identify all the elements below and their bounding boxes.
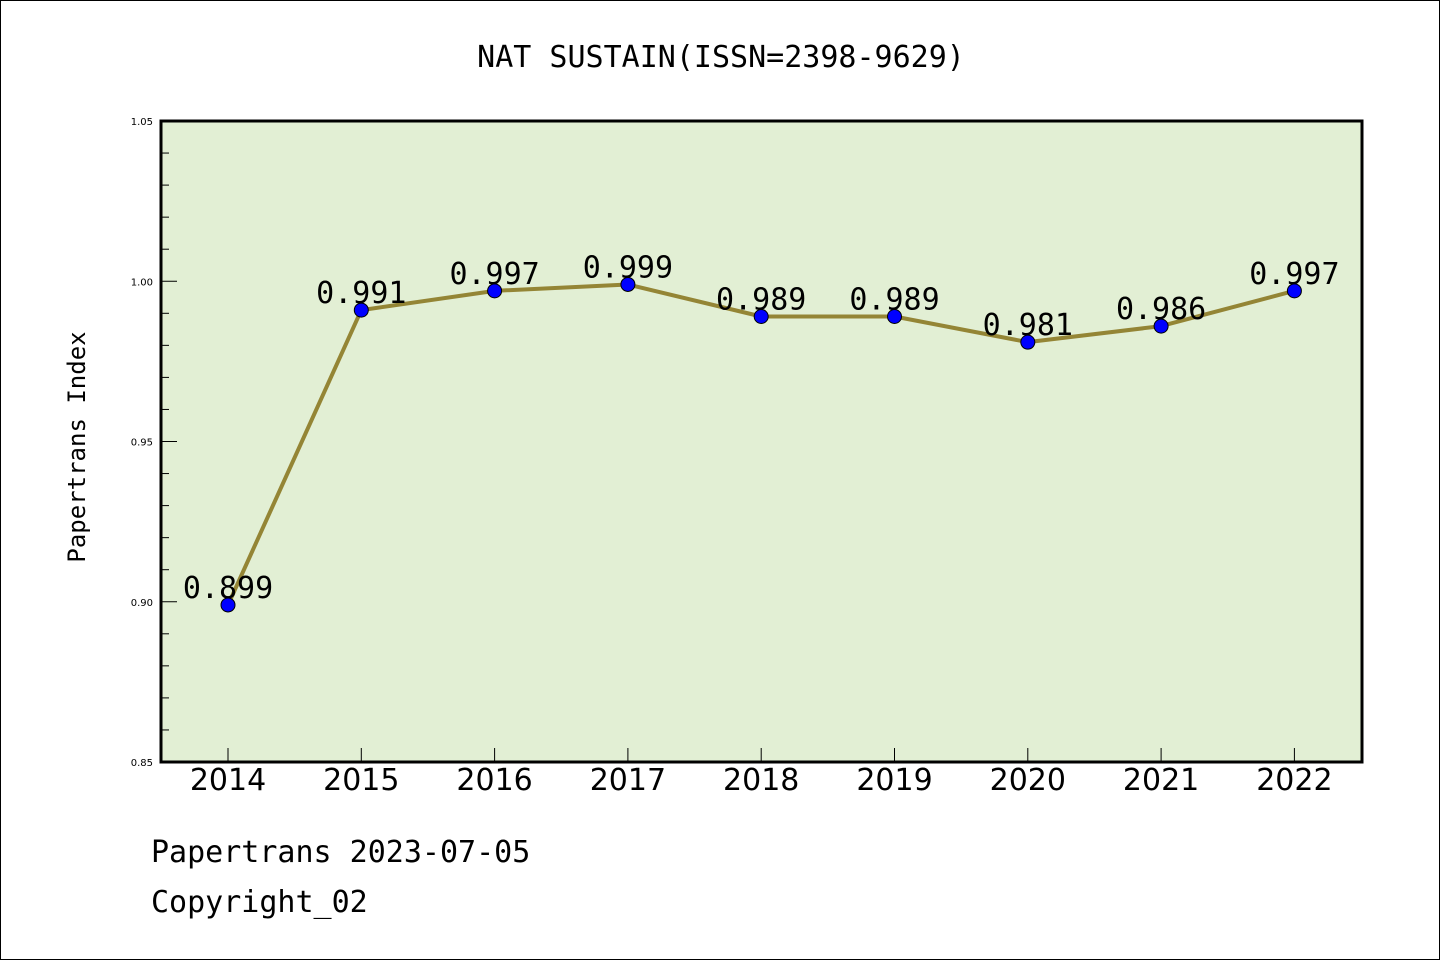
data-labels: 0.899 0.991 0.997 0.999 0.989 0.989 0.981 0.986… <box>183 250 1340 606</box>
data-label: 0.981 <box>983 308 1073 343</box>
data-label: 0.899 <box>183 571 273 606</box>
data-label: 0.991 <box>316 276 406 311</box>
x-tick-label: 2015 <box>323 763 399 798</box>
data-label: 0.986 <box>1116 292 1206 327</box>
chart-title: NAT SUSTAIN(ISSN=2398-9629) <box>477 40 965 75</box>
data-point <box>1020 334 1036 350</box>
y-tick-label: 0.85 <box>131 758 153 769</box>
y-axis-label: Papertrans Index <box>63 331 91 562</box>
data-label: 0.999 <box>583 250 673 285</box>
y-tick-label: 1.00 <box>131 277 153 288</box>
x-tick-label: 2022 <box>1256 763 1332 798</box>
plot-area <box>159 119 1364 764</box>
y-tick-label: 0.90 <box>131 598 153 609</box>
data-label: 0.989 <box>849 283 939 318</box>
data-point <box>487 283 503 299</box>
data-label: 0.989 <box>716 283 806 318</box>
data-point <box>620 276 636 292</box>
y-minor-ticks <box>161 152 169 731</box>
x-tick-label: 2019 <box>856 763 932 798</box>
x-tick-label: 2021 <box>1123 763 1199 798</box>
footer-date: Papertrans 2023-07-05 <box>151 835 531 870</box>
x-tick-label: 2016 <box>456 763 532 798</box>
y-axis-ticks: 0.85 0.90 0.95 1.00 1.05 <box>131 117 177 769</box>
data-label: 0.997 <box>1249 257 1339 292</box>
data-point <box>1286 283 1302 299</box>
data-point <box>220 597 236 613</box>
x-axis-ticks: 2014 2015 2016 2017 2018 2019 2020 2021 2022 <box>190 748 1333 798</box>
data-point <box>753 309 769 325</box>
x-tick-label: 2014 <box>190 763 266 798</box>
data-point <box>887 309 902 325</box>
series-markers <box>220 276 1302 613</box>
x-tick-label: 2017 <box>590 763 666 798</box>
data-point <box>1153 318 1169 334</box>
data-label: 0.997 <box>449 257 539 292</box>
y-tick-label: 0.95 <box>131 438 153 449</box>
x-tick-label: 2018 <box>723 763 799 798</box>
data-point <box>353 302 369 318</box>
y-tick-label: 1.05 <box>131 117 153 128</box>
footer-copyright: Copyright_02 <box>151 885 368 920</box>
x-tick-label: 2020 <box>990 763 1066 798</box>
